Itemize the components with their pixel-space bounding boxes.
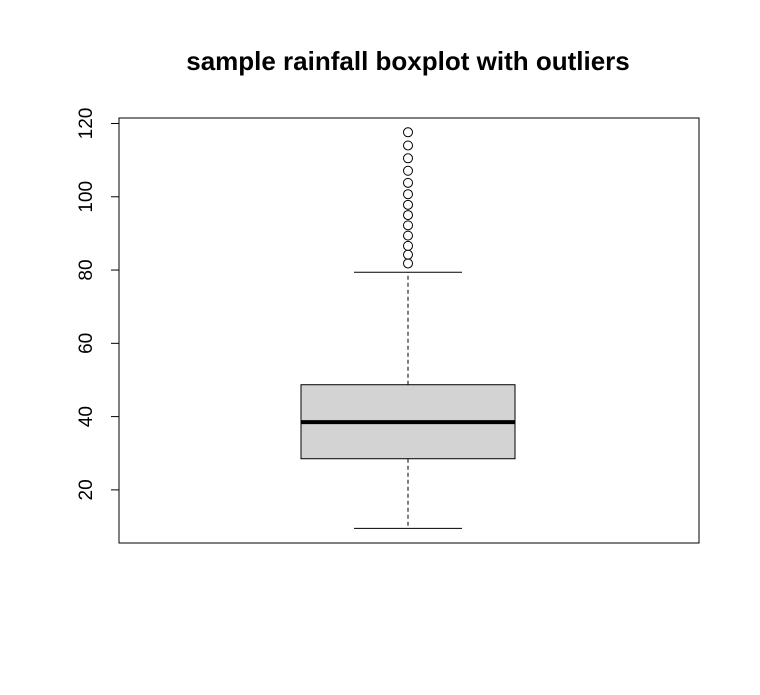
boxplot <box>300 271 516 529</box>
y-tick-label: 120 <box>76 108 97 140</box>
outlier-point <box>403 140 413 151</box>
outlier-point <box>403 153 413 164</box>
outlier-point <box>403 199 413 210</box>
y-axis: 20 40 60 80 100 120 <box>76 108 120 500</box>
outlier-point <box>403 127 413 138</box>
outlier-point <box>403 230 413 241</box>
outlier-point <box>403 249 413 260</box>
outlier-point <box>403 165 413 176</box>
y-tick-label: 80 <box>76 259 97 280</box>
outlier-point <box>403 258 413 269</box>
outlier-point <box>403 189 413 200</box>
y-tick-label: 60 <box>76 333 97 354</box>
chart-title: sample rainfall boxplot with outliers <box>186 46 630 76</box>
y-tick-label: 40 <box>76 406 97 427</box>
outlier-point <box>403 210 413 221</box>
outlier-point <box>403 177 413 188</box>
y-tick-label: 100 <box>76 181 97 213</box>
outlier-points <box>403 127 413 269</box>
outlier-point <box>403 220 413 231</box>
y-tick-label: 20 <box>76 479 97 500</box>
outlier-point <box>403 240 413 251</box>
